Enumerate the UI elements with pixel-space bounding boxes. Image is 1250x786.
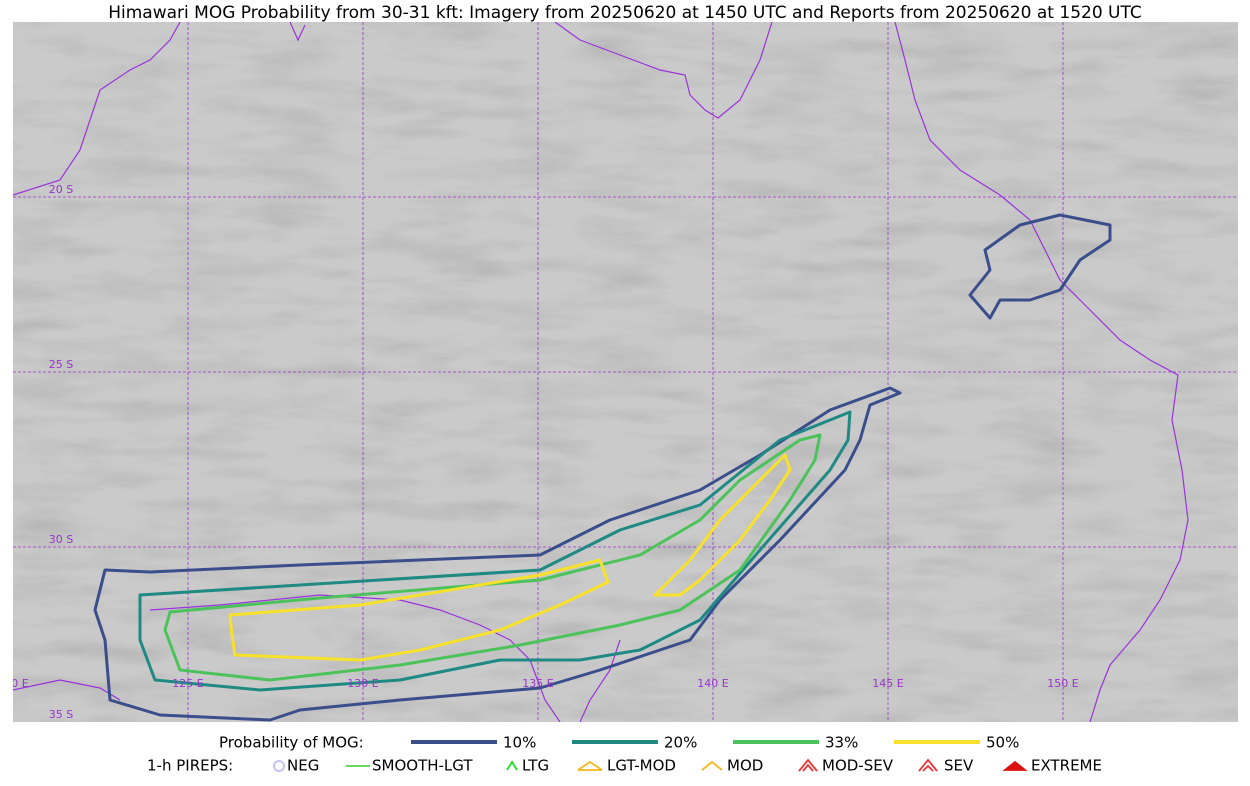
map: 20 S 25 S 30 S 35 S 120 E 125 E 130 E 135 E 140 … <box>0 22 1238 722</box>
grid <box>13 22 1238 722</box>
lon-label: 140 E <box>697 677 728 690</box>
legend: Probability of MOG: 10% 20% 33% 50% 1-h PIREP… <box>147 734 1102 775</box>
lat-label: 35 S <box>49 708 73 721</box>
contours <box>93 213 1112 722</box>
legend-label: MOD-SEV <box>822 757 894 775</box>
lat-label: 25 S <box>49 358 73 371</box>
lat-label: 20 S <box>49 183 73 196</box>
lon-label: 120 E <box>0 677 29 690</box>
legend-label: EXTREME <box>1031 757 1102 775</box>
legend-label: LGT-MOD <box>607 757 676 775</box>
legend-label: 50% <box>986 734 1019 752</box>
legend-label: SMOOTH-LGT <box>372 757 473 775</box>
pirep-marker <box>918 758 938 772</box>
legend-title: 1-h PIREPS: <box>147 757 233 775</box>
lat-label: 30 S <box>49 533 73 546</box>
pirep-marker <box>798 758 818 772</box>
legend-label: NEG <box>287 757 319 775</box>
legend-label: SEV <box>944 757 974 775</box>
lon-label: 135 E <box>522 677 553 690</box>
legend-label: 33% <box>825 734 858 752</box>
lon-label: 130 E <box>347 677 378 690</box>
title: Himawari MOG Probability from 30-31 kft:… <box>108 3 1142 23</box>
lon-label: 150 E <box>1047 677 1078 690</box>
grid-labels: 20 S 25 S 30 S 35 S 120 E 125 E 130 E 135 E 140 … <box>0 183 1079 721</box>
pirep-marker <box>1002 760 1028 771</box>
legend-title: Probability of MOG: <box>219 734 364 752</box>
pirep-marker <box>273 760 285 772</box>
pirep-marker <box>577 760 603 771</box>
legend-label: LTG <box>522 757 549 775</box>
legend-label: 20% <box>664 734 697 752</box>
lon-label: 145 E <box>872 677 903 690</box>
lon-label: 125 E <box>172 677 203 690</box>
pirep-marker <box>506 760 518 771</box>
legend-label: MOD <box>727 757 763 775</box>
pirep-marker <box>701 760 723 771</box>
legend-label: 10% <box>503 734 536 752</box>
